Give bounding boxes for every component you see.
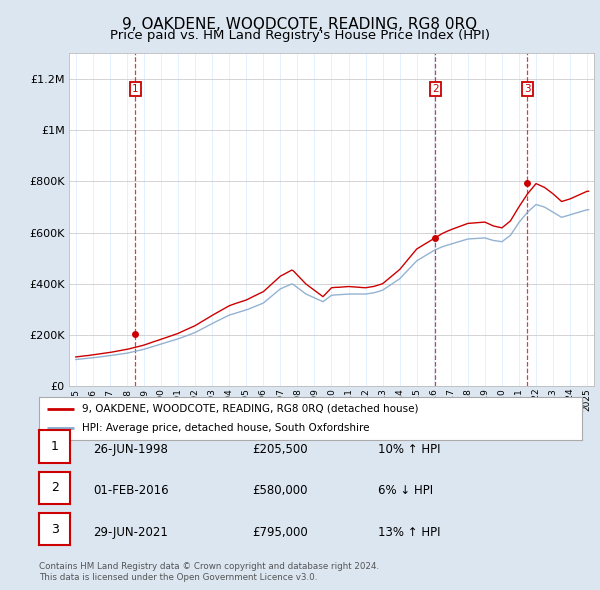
Text: Price paid vs. HM Land Registry's House Price Index (HPI): Price paid vs. HM Land Registry's House … xyxy=(110,30,490,42)
Text: 13% ↑ HPI: 13% ↑ HPI xyxy=(378,526,440,539)
Text: 9, OAKDENE, WOODCOTE, READING, RG8 0RQ: 9, OAKDENE, WOODCOTE, READING, RG8 0RQ xyxy=(122,17,478,31)
Text: HPI: Average price, detached house, South Oxfordshire: HPI: Average price, detached house, Sout… xyxy=(82,423,370,433)
Text: 6% ↓ HPI: 6% ↓ HPI xyxy=(378,484,433,497)
Text: 2: 2 xyxy=(432,84,439,94)
Text: 10% ↑ HPI: 10% ↑ HPI xyxy=(378,443,440,456)
Text: 2: 2 xyxy=(50,481,59,494)
Text: 26-JUN-1998: 26-JUN-1998 xyxy=(93,443,168,456)
Text: 1: 1 xyxy=(132,84,139,94)
Text: 3: 3 xyxy=(524,84,530,94)
Text: 01-FEB-2016: 01-FEB-2016 xyxy=(93,484,169,497)
Text: £205,500: £205,500 xyxy=(252,443,308,456)
Text: 29-JUN-2021: 29-JUN-2021 xyxy=(93,526,168,539)
Text: 9, OAKDENE, WOODCOTE, READING, RG8 0RQ (detached house): 9, OAKDENE, WOODCOTE, READING, RG8 0RQ (… xyxy=(82,404,419,414)
Text: 3: 3 xyxy=(50,523,59,536)
Text: Contains HM Land Registry data © Crown copyright and database right 2024.
This d: Contains HM Land Registry data © Crown c… xyxy=(39,562,379,582)
Text: £795,000: £795,000 xyxy=(252,526,308,539)
Text: 1: 1 xyxy=(50,440,59,453)
Text: £580,000: £580,000 xyxy=(252,484,308,497)
